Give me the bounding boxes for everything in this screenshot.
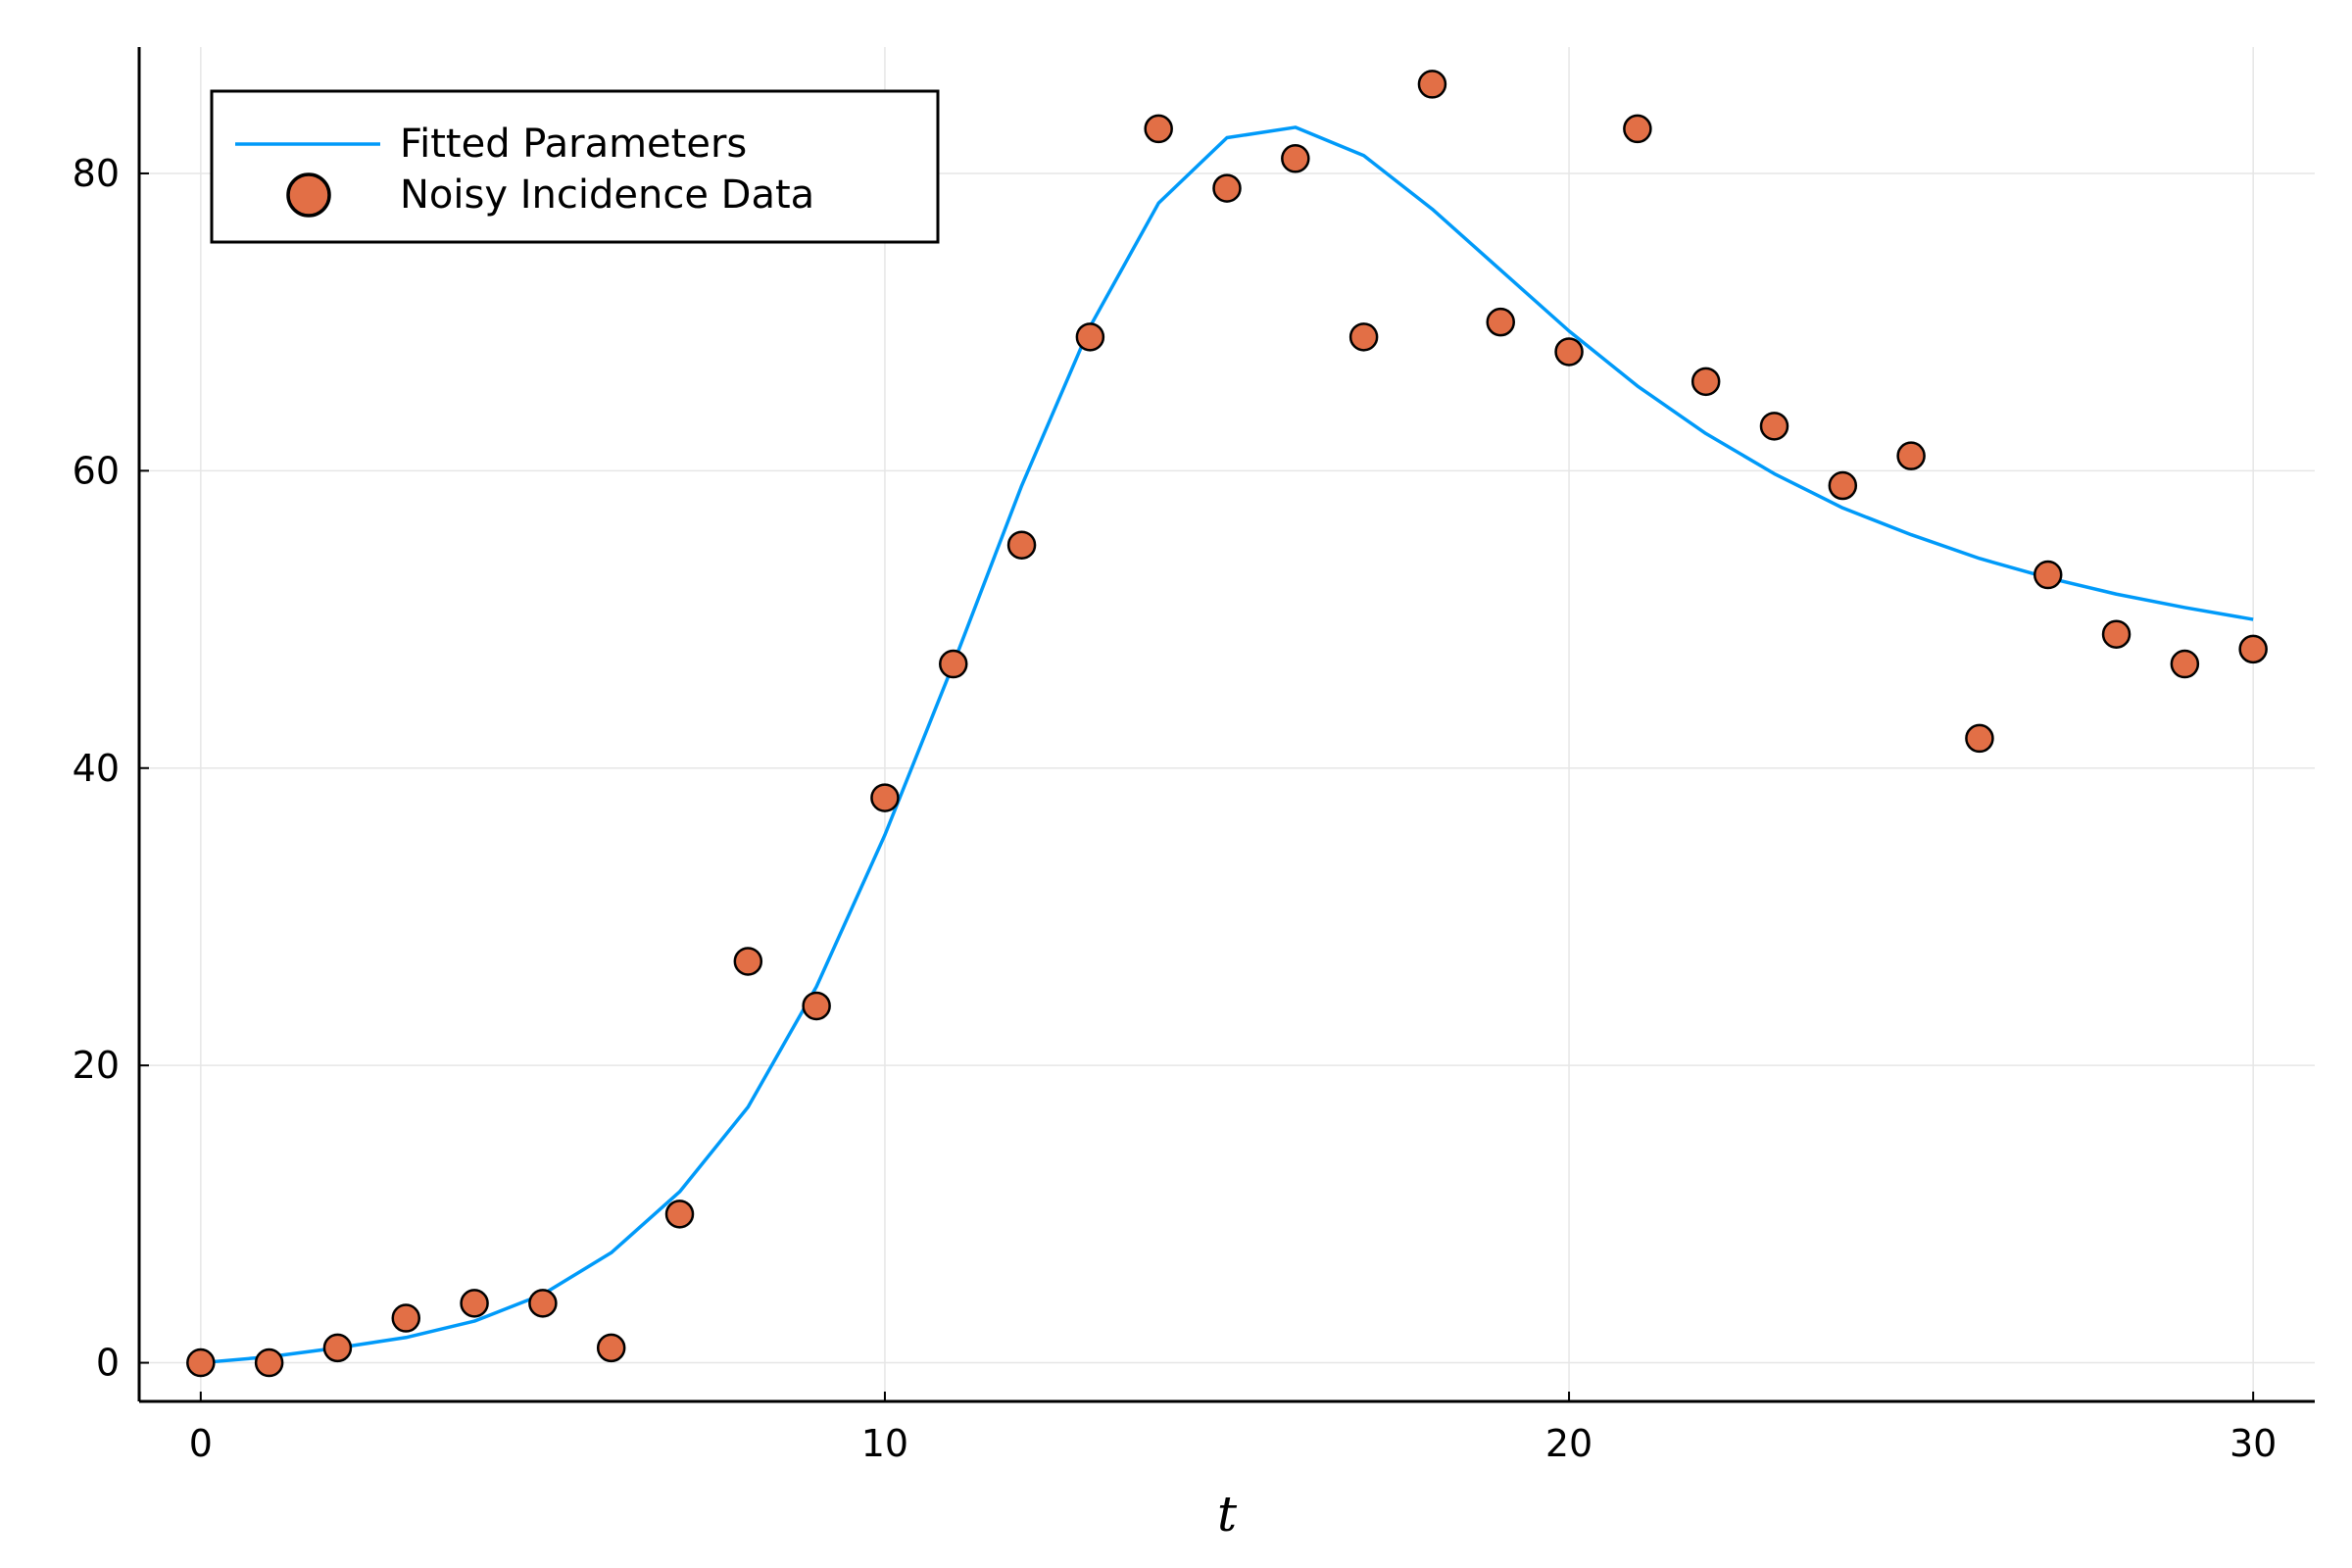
data-point (2238, 634, 2268, 664)
data-point (2101, 619, 2132, 649)
data-point (322, 1333, 353, 1363)
data-point (2170, 649, 2200, 679)
legend: Fitted Parameters Noisy Incidence Data (210, 89, 940, 244)
data-point (460, 1289, 489, 1318)
data-point (1554, 337, 1584, 367)
legend-label-fitted-parameters: Fitted Parameters (400, 122, 747, 167)
data-point (664, 1200, 695, 1229)
data-point (528, 1289, 558, 1318)
data-point (254, 1348, 284, 1378)
data-point (1896, 441, 1926, 470)
data-point (1690, 367, 1721, 397)
y-tick-label: 40 (73, 747, 120, 790)
legend-label-noisy-incidence-data: Noisy Incidence Data (400, 172, 814, 218)
ticks: 0 10 20 30 0 20 40 60 80 (73, 152, 2278, 1465)
data-point (1623, 114, 1652, 144)
data-point (1075, 322, 1105, 352)
y-tick-label: 20 (73, 1044, 120, 1087)
legend-marker-swatch (286, 172, 331, 218)
series-layer (186, 70, 2268, 1378)
data-point (2033, 560, 2063, 590)
data-point (596, 1333, 626, 1363)
data-point (1144, 114, 1173, 144)
data-point (1212, 173, 1242, 203)
axes (137, 47, 2315, 1403)
data-point (391, 1303, 421, 1333)
data-point (1486, 307, 1515, 337)
data-point (870, 783, 900, 812)
y-tick-label: 80 (73, 152, 120, 195)
data-point (802, 991, 831, 1021)
x-tick-label: 10 (861, 1422, 908, 1465)
legend-box (210, 89, 940, 244)
x-tick-label: 20 (1545, 1422, 1592, 1465)
data-point (939, 649, 968, 679)
y-tick-label: 0 (96, 1342, 120, 1385)
data-point (1759, 412, 1789, 441)
data-point (1417, 70, 1447, 99)
series-line-fitted-parameters (200, 125, 2254, 1365)
data-point (1965, 723, 1994, 754)
data-point (1828, 470, 1858, 501)
data-point (1281, 144, 1310, 173)
data-point (1348, 322, 1379, 352)
data-point (1006, 530, 1037, 560)
data-point (186, 1348, 216, 1378)
grid (139, 47, 2315, 1401)
x-axis-label: t (1217, 1486, 1238, 1543)
y-tick-label: 60 (73, 449, 120, 492)
data-point (733, 947, 763, 976)
x-tick-label: 30 (2230, 1422, 2277, 1465)
x-tick-label: 0 (189, 1422, 213, 1465)
